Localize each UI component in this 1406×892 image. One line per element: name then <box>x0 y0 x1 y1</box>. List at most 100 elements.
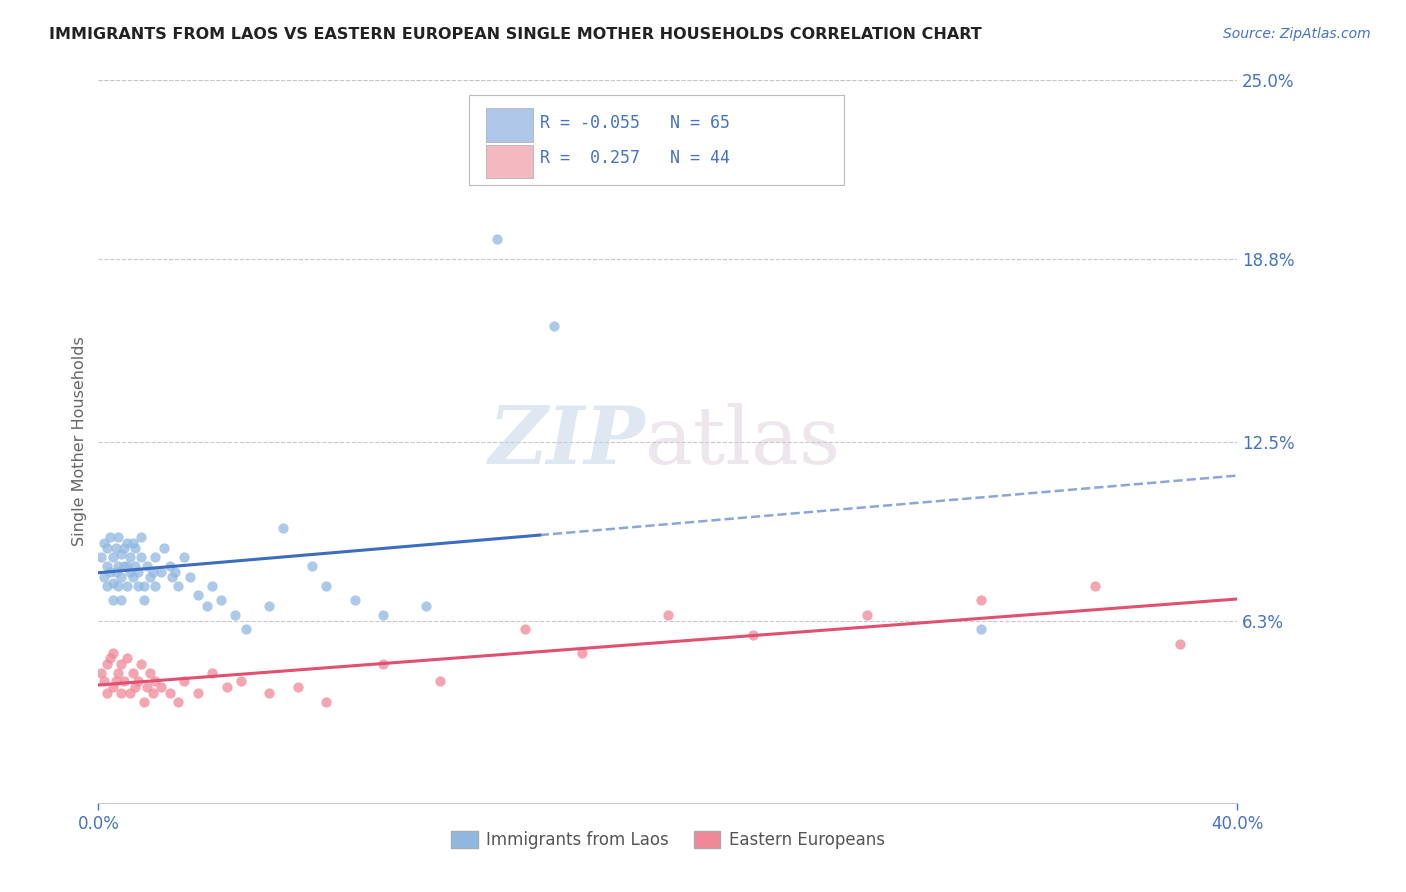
Point <box>224 607 246 622</box>
Point <box>153 541 176 556</box>
Point <box>373 607 395 622</box>
Point <box>98 651 121 665</box>
Point <box>138 665 160 680</box>
Point <box>107 558 129 573</box>
Point <box>101 593 124 607</box>
Point <box>138 570 160 584</box>
Point <box>129 657 152 671</box>
Point <box>187 588 209 602</box>
Legend: Immigrants from Laos, Eastern Europeans: Immigrants from Laos, Eastern Europeans <box>444 824 891 856</box>
Point <box>415 599 437 614</box>
Point <box>301 558 323 573</box>
Text: R = -0.055   N = 65: R = -0.055 N = 65 <box>540 114 730 132</box>
Point <box>101 680 124 694</box>
Point <box>121 665 143 680</box>
Point <box>107 579 129 593</box>
Point <box>127 674 149 689</box>
Point <box>107 530 129 544</box>
Point <box>167 695 190 709</box>
Point <box>970 593 993 607</box>
Point <box>287 680 309 694</box>
Point <box>115 651 138 665</box>
Text: ZIP: ZIP <box>488 403 645 480</box>
Point <box>195 599 218 614</box>
Point <box>173 674 195 689</box>
Point <box>98 565 121 579</box>
Point <box>856 607 879 622</box>
Point <box>179 570 201 584</box>
FancyBboxPatch shape <box>485 145 533 178</box>
Point <box>159 686 181 700</box>
Point <box>315 579 337 593</box>
Point <box>167 579 190 593</box>
Point <box>93 570 115 584</box>
Point <box>235 623 257 637</box>
Point <box>96 541 118 556</box>
Point <box>132 593 155 607</box>
Point <box>132 579 155 593</box>
Point <box>118 686 141 700</box>
Point <box>486 232 509 246</box>
Point <box>141 686 163 700</box>
Point <box>124 541 146 556</box>
Point <box>101 646 124 660</box>
Point <box>104 565 127 579</box>
Point <box>115 558 138 573</box>
Point <box>273 521 295 535</box>
Point <box>970 623 993 637</box>
Point <box>150 565 173 579</box>
Point <box>124 680 146 694</box>
Point <box>173 550 195 565</box>
Point <box>145 550 167 565</box>
Text: IMMIGRANTS FROM LAOS VS EASTERN EUROPEAN SINGLE MOTHER HOUSEHOLDS CORRELATION CH: IMMIGRANTS FROM LAOS VS EASTERN EUROPEAN… <box>49 27 981 42</box>
Point <box>98 530 121 544</box>
Point <box>90 550 112 565</box>
Point <box>315 695 337 709</box>
Point <box>112 674 135 689</box>
Point <box>118 565 141 579</box>
Text: R =  0.257   N = 44: R = 0.257 N = 44 <box>540 149 730 168</box>
Point <box>96 657 118 671</box>
Point <box>96 558 118 573</box>
Point <box>90 665 112 680</box>
Point <box>1170 637 1192 651</box>
Point <box>124 558 146 573</box>
Point <box>187 686 209 700</box>
Point <box>259 686 281 700</box>
Point <box>129 530 152 544</box>
Point <box>229 674 252 689</box>
Text: atlas: atlas <box>645 402 841 481</box>
Point <box>150 680 173 694</box>
Point <box>165 565 187 579</box>
Point <box>93 674 115 689</box>
Point <box>96 686 118 700</box>
Point <box>373 657 395 671</box>
Y-axis label: Single Mother Households: Single Mother Households <box>72 336 87 547</box>
Point <box>159 558 181 573</box>
Point <box>127 579 149 593</box>
Point <box>118 550 141 565</box>
Point <box>515 623 537 637</box>
Point <box>107 665 129 680</box>
Point <box>112 541 135 556</box>
Point <box>96 579 118 593</box>
Point <box>429 674 451 689</box>
Point <box>135 680 157 694</box>
Point <box>742 628 765 642</box>
Point <box>93 535 115 549</box>
Point <box>101 576 124 591</box>
Point <box>132 695 155 709</box>
Point <box>127 565 149 579</box>
Point <box>115 579 138 593</box>
Point <box>101 550 124 565</box>
Point <box>145 674 167 689</box>
Point <box>110 570 132 584</box>
Point <box>145 579 167 593</box>
Point <box>135 558 157 573</box>
FancyBboxPatch shape <box>468 95 845 185</box>
Point <box>110 657 132 671</box>
Point <box>201 665 224 680</box>
Point <box>129 550 152 565</box>
Point <box>112 558 135 573</box>
Point <box>110 593 132 607</box>
